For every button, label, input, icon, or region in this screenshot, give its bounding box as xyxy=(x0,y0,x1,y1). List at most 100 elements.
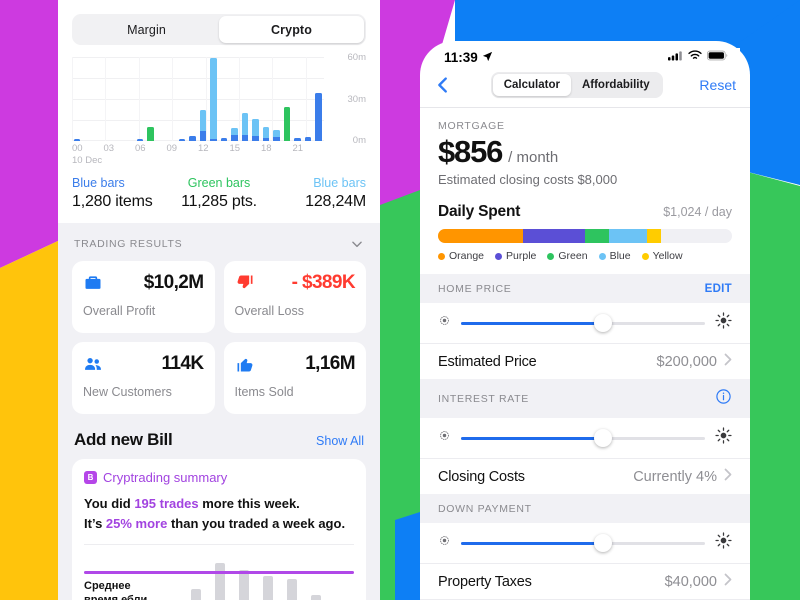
slider-track[interactable] xyxy=(461,314,705,332)
brand-badge-icon: B xyxy=(84,471,97,484)
slider-row-interest-rate[interactable] xyxy=(420,418,750,458)
card-line-2: It’s 25% more than you traded a week ago… xyxy=(84,514,354,534)
legend-label: Orange xyxy=(449,250,485,262)
average-time-mini-chart: Среднее время ебли 1195 times xyxy=(84,555,354,600)
info-icon[interactable] xyxy=(715,388,732,410)
edit-button[interactable]: EDIT xyxy=(704,283,732,295)
reset-button[interactable]: Reset xyxy=(699,77,736,93)
spent-segment-purple xyxy=(523,229,585,243)
segment-crypto[interactable]: Crypto xyxy=(219,16,364,43)
y-tick-label: 0m xyxy=(352,135,366,146)
x-tick-label: 09 xyxy=(166,143,178,154)
tile-items-sold[interactable]: 1,16M Items Sold xyxy=(223,342,366,414)
chart-bar-blue xyxy=(178,139,186,141)
mini-chart-bar xyxy=(286,578,298,600)
tile-label: Overall Loss xyxy=(234,304,304,318)
briefcase-icon xyxy=(83,273,103,293)
row-property-taxes[interactable]: Property Taxes $40,000 xyxy=(420,563,750,599)
chart-x-axis: 00 03 06 09 12 15 18 21 xyxy=(72,143,366,156)
mini-chart-bar xyxy=(214,562,226,600)
segment-margin[interactable]: Margin xyxy=(127,22,166,37)
bg-shape-yellow-left xyxy=(0,240,60,600)
trading-tiles-grid: $10,2M Overall Profit - $389K Overall Lo… xyxy=(72,261,366,414)
row-closing-costs[interactable]: Closing Costs Currently 4% xyxy=(420,458,750,494)
trading-results-title: TRADING RESULTS xyxy=(74,238,183,250)
legend-label: Yellow xyxy=(652,250,683,262)
tab-affordability[interactable]: Affordability xyxy=(581,79,650,91)
tile-overall-loss[interactable]: - $389K Overall Loss xyxy=(223,261,366,333)
tile-label: Items Sold xyxy=(234,385,294,399)
stat-value: 128,24M xyxy=(305,193,366,210)
card-divider xyxy=(84,544,354,545)
chevron-right-icon xyxy=(724,573,732,590)
stat-value: 1,280 items xyxy=(72,193,153,210)
legend-item: Yellow xyxy=(641,250,683,262)
battery-icon xyxy=(707,48,728,66)
gridline xyxy=(72,99,324,100)
group-title: DOWN PAYMENT xyxy=(438,503,532,515)
tab-calculator[interactable]: Calculator xyxy=(492,74,571,96)
gridline-v xyxy=(272,57,274,141)
chevron-right-icon xyxy=(724,468,732,485)
bg-shape-green-center2 xyxy=(382,192,420,600)
show-all-link[interactable]: Show All xyxy=(316,434,364,448)
slider-track[interactable] xyxy=(461,534,705,552)
slider-knob[interactable] xyxy=(593,429,612,447)
card-line-1: You did 195 trades more this week. xyxy=(84,494,354,514)
gridline-v xyxy=(239,57,240,141)
row-label: Estimated Price xyxy=(438,353,537,370)
mini-stat-title-line1: Среднее xyxy=(84,579,131,592)
brightness-low-icon xyxy=(438,314,451,332)
tile-overall-profit[interactable]: $10,2M Overall Profit xyxy=(72,261,215,333)
chart-y-axis: 60m 30m 0m xyxy=(326,52,366,146)
stat-label: Blue bars xyxy=(72,176,125,190)
daily-spent-stacked-bar xyxy=(438,229,732,243)
slider-knob[interactable] xyxy=(593,314,612,332)
status-bar: 11:39 xyxy=(420,41,750,69)
x-tick-label: 15 xyxy=(229,143,241,154)
people-icon xyxy=(83,354,103,374)
daily-spent-title: Daily Spent xyxy=(438,203,521,220)
calculator-affordability-segmented-control[interactable]: Calculator Affordability xyxy=(490,72,663,98)
chevron-left-icon[interactable] xyxy=(432,74,454,96)
mortgage-subtitle: Estimated closing costs $8,000 xyxy=(438,172,618,187)
status-bar-left: 11:39 xyxy=(444,50,493,65)
status-bar-right xyxy=(668,48,728,66)
brightness-high-icon xyxy=(715,312,732,334)
tile-new-customers[interactable]: 114K New Customers xyxy=(72,342,215,414)
chart-bar-blue xyxy=(252,136,259,141)
chart-bar-blue xyxy=(231,135,238,141)
row-estimated-price[interactable]: Estimated Price $200,000 xyxy=(420,343,750,379)
trading-results-header[interactable]: TRADING RESULTS xyxy=(72,235,366,261)
y-tick-label: 60m xyxy=(347,52,366,63)
tile-value: - $389K xyxy=(291,272,356,293)
row-value: Currently 4% xyxy=(633,468,717,485)
x-tick-label: 18 xyxy=(261,143,272,154)
row-value-wrap: Currently 4% xyxy=(633,468,732,485)
gridline xyxy=(72,120,324,121)
chart-bar-lightblue xyxy=(231,128,238,136)
mortgage-amount-row: $856 / month xyxy=(438,134,732,170)
spent-segment-orange xyxy=(438,229,524,243)
gridline-v xyxy=(172,57,174,141)
slider-row-down-payment[interactable] xyxy=(420,523,750,563)
group-title: INTEREST RATE xyxy=(438,393,529,405)
slider-knob[interactable] xyxy=(593,534,612,552)
tile-value: $10,2M xyxy=(143,272,204,293)
card-title: Cryptrading summary xyxy=(103,470,228,485)
slider-row-home-price[interactable] xyxy=(420,303,750,343)
line1-highlight: 195 trades xyxy=(134,496,199,511)
margin-crypto-segmented-control[interactable]: Margin Crypto xyxy=(72,14,366,45)
gridline-v xyxy=(138,57,140,141)
stat-green-bars: Green bars 11,285 pts. xyxy=(170,176,268,211)
x-tick-label: 00 xyxy=(72,143,83,154)
legend-dot-icon xyxy=(495,252,503,260)
left-top-white-area: Margin Crypto xyxy=(58,0,380,223)
chart-bar-blue xyxy=(241,134,249,141)
thumb-down-icon xyxy=(235,273,255,293)
chevron-down-icon[interactable] xyxy=(350,237,364,251)
gridline-v xyxy=(205,57,207,141)
cryptrading-summary-card[interactable]: B Cryptrading summary You did 195 trades… xyxy=(72,459,366,600)
slider-track[interactable] xyxy=(461,429,705,447)
